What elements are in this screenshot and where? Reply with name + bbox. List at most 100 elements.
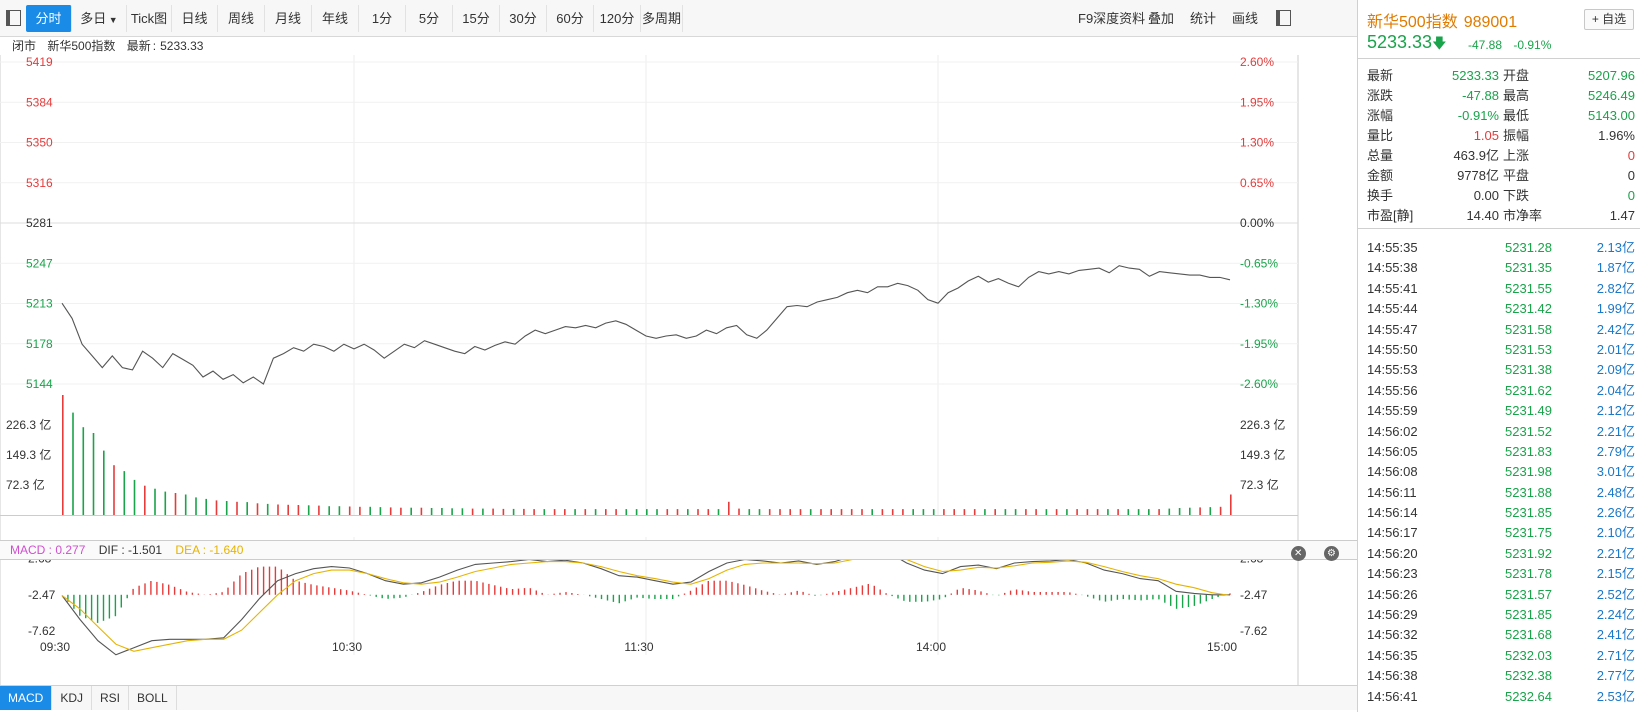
tab-intraday[interactable]: 分时 xyxy=(26,5,72,32)
volume-bar xyxy=(574,509,576,515)
volume-bar xyxy=(215,500,218,515)
tab-yearly[interactable]: 年线 xyxy=(312,5,359,32)
price-tick-label: 5178 xyxy=(26,337,53,351)
dea-line xyxy=(61,551,1231,652)
tab-weekly[interactable]: 周线 xyxy=(218,5,265,32)
tick-time: 14:56:20 xyxy=(1367,545,1418,561)
volume-bar xyxy=(1178,508,1181,515)
f9-deep-data-button[interactable]: F9深度资料 xyxy=(1078,11,1146,26)
add-favorite-button[interactable]: + 自选 xyxy=(1584,9,1634,30)
index-name: 新华500指数 xyxy=(47,39,116,53)
right-panel-toggle-icon[interactable] xyxy=(1276,10,1291,26)
left-panel-toggle-icon[interactable] xyxy=(6,10,21,26)
tab-15min[interactable]: 15分 xyxy=(453,5,500,32)
volume-bar xyxy=(809,509,812,515)
intraday-chart[interactable]: 5419 2.60% 5384 1.95% 5350 1.30% 5316 0.65% 5281… xyxy=(0,55,1300,685)
volume-bar xyxy=(1066,509,1068,515)
volume-bar xyxy=(533,509,535,515)
volume-bar xyxy=(1209,507,1212,515)
tab-120min[interactable]: 120分 xyxy=(594,5,641,32)
tab-multi-period[interactable]: 多周期 xyxy=(641,5,683,32)
volume-bar xyxy=(922,509,925,515)
tab-rsi[interactable]: RSI xyxy=(92,686,130,710)
volume-bar xyxy=(768,509,771,515)
tick-price: 5231.85 xyxy=(1505,607,1552,623)
tab-macd[interactable]: MACD xyxy=(0,686,53,710)
tab-60min[interactable]: 60分 xyxy=(547,5,594,32)
tick-price: 5231.88 xyxy=(1505,484,1552,500)
quote-label: 换手 xyxy=(1367,188,1394,203)
pct-tick-label: 0.65% xyxy=(1240,176,1274,190)
tab-daily[interactable]: 日线 xyxy=(172,5,218,32)
tick-row: 14:56:14 5231.85 2.26亿 xyxy=(1367,503,1635,523)
volume-bar xyxy=(103,450,105,515)
tick-time: 14:56:11 xyxy=(1367,484,1417,500)
divider xyxy=(1358,58,1640,59)
volume-bar xyxy=(758,509,761,515)
indicator-controls: ✕ ⚙ xyxy=(1286,543,1349,561)
quote-value: 5207.96 xyxy=(1588,68,1635,83)
tick-price: 5231.83 xyxy=(1505,443,1552,459)
volume-bar xyxy=(953,509,955,515)
tick-row: 14:56:02 5231.52 2.21亿 xyxy=(1367,422,1635,442)
tab-monthly[interactable]: 月线 xyxy=(265,5,312,32)
pct-tick-label: -0.65% xyxy=(1240,256,1278,270)
quote-value: 1.47 xyxy=(1609,208,1635,223)
quote-name: 新华500指数 xyxy=(1367,14,1458,31)
volume-bar xyxy=(820,509,822,515)
volume-bar xyxy=(666,509,669,515)
tab-1min[interactable]: 1分 xyxy=(359,5,406,32)
tick-time: 14:56:23 xyxy=(1367,566,1418,582)
quote-value: 1.96% xyxy=(1598,128,1635,143)
tick-amount: 3.01亿 xyxy=(1596,464,1635,480)
tick-row: 14:56:17 5231.75 2.10亿 xyxy=(1367,523,1635,543)
tick-row: 14:55:47 5231.58 2.42亿 xyxy=(1367,320,1635,340)
volume-tick-label: 226.3 亿 xyxy=(6,417,51,432)
volume-bar xyxy=(236,501,238,515)
tick-amount: 2.79亿 xyxy=(1596,443,1635,459)
tab-30min[interactable]: 30分 xyxy=(500,5,547,32)
price-tick-label: 5419 xyxy=(26,55,53,69)
tick-price: 5231.38 xyxy=(1505,362,1552,378)
volume-bar xyxy=(748,509,751,515)
tick-price: 5232.64 xyxy=(1505,688,1552,704)
quote-label: 开盘 xyxy=(1503,68,1530,83)
overlay-button[interactable]: 叠加 xyxy=(1148,11,1175,26)
price-tick-label: 5316 xyxy=(26,176,53,190)
volume-bar xyxy=(123,471,126,515)
volume-bar xyxy=(605,509,607,515)
tick-amount: 2.09亿 xyxy=(1596,362,1635,378)
pct-tick-label: 2.60% xyxy=(1240,55,1274,69)
volume-bar xyxy=(1107,509,1109,515)
tab-boll[interactable]: BOLL xyxy=(129,686,177,710)
volume-bar xyxy=(1086,509,1089,515)
volume-bar xyxy=(1055,509,1058,515)
volume-bar xyxy=(625,509,628,515)
volume-bar xyxy=(676,509,679,515)
volume-bar xyxy=(902,509,904,515)
draw-line-button[interactable]: 画线 xyxy=(1232,11,1259,26)
tick-time: 14:55:56 xyxy=(1367,382,1418,398)
quote-label: 平盘 xyxy=(1503,168,1530,183)
tick-price: 5231.78 xyxy=(1505,566,1552,582)
tick-time: 14:55:47 xyxy=(1367,321,1418,337)
close-icon[interactable]: ✕ xyxy=(1290,546,1306,561)
volume-bar xyxy=(994,509,996,515)
statistics-button[interactable]: 统计 xyxy=(1190,11,1217,26)
volume-bar xyxy=(205,498,207,515)
volume-bar xyxy=(1096,509,1099,515)
gear-icon[interactable]: ⚙ xyxy=(1324,546,1339,561)
volume-bar xyxy=(492,508,494,515)
tab-5min[interactable]: 5分 xyxy=(406,5,453,32)
tab-multi-day[interactable]: 多日 ▼ xyxy=(72,5,127,32)
tab-tick[interactable]: Tick图 xyxy=(127,5,172,32)
quote-row: 最新 5233.33 开盘 5207.96 xyxy=(1367,66,1635,86)
tick-amount: 2.71亿 xyxy=(1596,647,1635,663)
tick-list[interactable]: 14:55:35 5231.28 2.13亿 14:55:38 5231.35 1.87亿… xyxy=(1367,238,1635,707)
quote-row: 市盈[静] 14.40 市净率 1.47 xyxy=(1367,206,1635,226)
volume-bar xyxy=(984,509,986,515)
tab-kdj[interactable]: KDJ xyxy=(52,686,93,710)
volume-bar xyxy=(195,497,197,515)
quote-row: 量比 1.05 振幅 1.96% xyxy=(1367,126,1635,146)
volume-bar xyxy=(943,509,945,515)
